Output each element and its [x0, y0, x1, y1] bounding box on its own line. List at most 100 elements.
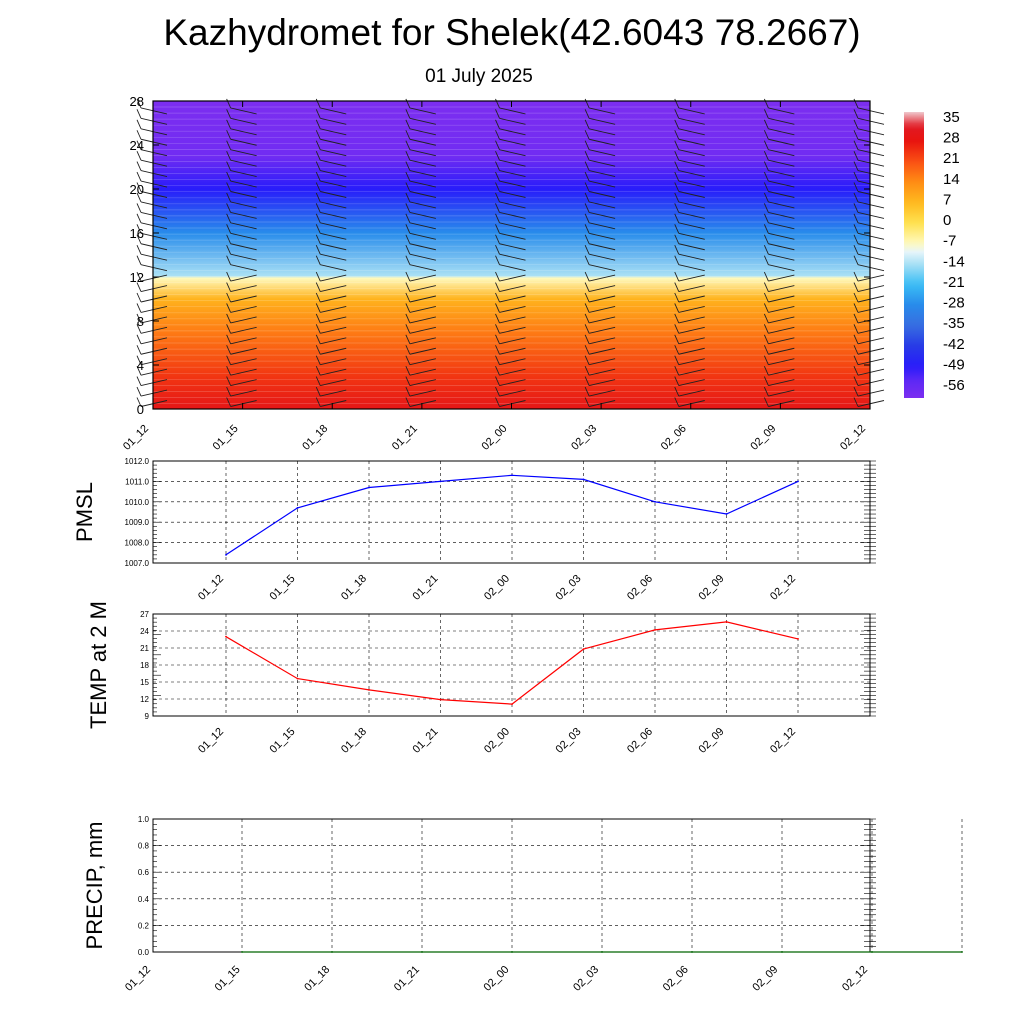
wind-barb	[768, 107, 795, 115]
wind-barb	[857, 326, 885, 334]
wind-barb-flag	[674, 171, 680, 182]
wind-barb-flag	[315, 345, 321, 355]
wind-barb-flag	[674, 161, 680, 171]
wind-barb	[589, 117, 616, 125]
wind-barb	[320, 222, 347, 230]
wind-barb-flag	[405, 182, 411, 192]
data-point	[691, 951, 693, 953]
wind-barb	[230, 211, 257, 219]
wind-barb	[499, 358, 526, 366]
wind-barb-flag	[226, 109, 232, 119]
wind-barb-flag	[315, 334, 321, 344]
y-tick-label: 0.8	[138, 842, 150, 851]
wind-barb-flag	[853, 365, 859, 376]
y-tick-label: 0.6	[138, 868, 150, 877]
wind-barb	[768, 191, 795, 198]
wind-barb-flag	[495, 203, 500, 213]
wind-barb-flag	[674, 334, 680, 344]
wind-barb-flag	[495, 234, 500, 244]
wind-barb-flag	[584, 255, 590, 265]
wind-barb	[140, 232, 168, 240]
data-point	[961, 951, 963, 953]
wind-barb-flag	[853, 150, 859, 161]
contour-line	[152, 287, 871, 290]
wind-barb	[678, 180, 705, 188]
wind-barb-flag	[226, 213, 232, 224]
wind-barb-flag	[495, 192, 500, 203]
wind-barb	[589, 316, 616, 324]
x-tick-label: 01_12	[196, 573, 226, 603]
wind-barb	[320, 264, 347, 272]
y-tick-label: 1009.0	[125, 518, 150, 527]
y-axis-label: PRECIP, mm	[82, 822, 107, 950]
wind-barb	[589, 159, 616, 167]
colorbar-label: -7	[943, 233, 956, 250]
wind-barb	[140, 358, 168, 366]
wind-barb-flag	[763, 182, 769, 192]
wind-barb	[589, 295, 616, 303]
wind-barb-flag	[853, 245, 859, 255]
contour-line	[152, 112, 871, 114]
wind-barb	[140, 211, 168, 219]
wind-barb-flag	[405, 313, 411, 324]
y-tick-label: 0.2	[138, 921, 150, 930]
wind-barb-flag	[763, 171, 769, 182]
data-point	[331, 951, 333, 953]
wind-barb	[230, 368, 257, 376]
x-tick-label: 02_03	[571, 964, 601, 994]
wind-barb-flag	[405, 130, 411, 140]
wind-barb-flag	[584, 192, 590, 203]
temp-panel: 9 12 15 18 21 24 27 01_12 01_15 01_18 01_21 02_00 02…	[86, 601, 876, 756]
wind-barb-flag	[853, 130, 859, 140]
wind-barb-flag	[315, 271, 321, 282]
wind-barb-flag	[584, 150, 590, 161]
wind-barb-flag	[495, 224, 500, 234]
wind-barb-flag	[584, 282, 590, 292]
wind-barb	[230, 274, 257, 282]
wind-barb-flag	[584, 397, 590, 407]
wind-barb-flag	[763, 161, 769, 171]
wind-barb	[409, 138, 436, 146]
y-tick-label: 1012.0	[125, 457, 150, 466]
wind-barb	[678, 138, 705, 146]
colorbar-label: -28	[943, 295, 965, 312]
wind-barb-flag	[495, 355, 500, 365]
wind-barb	[678, 222, 705, 230]
wind-barb	[409, 232, 436, 240]
wind-barb	[409, 191, 436, 198]
wind-barb	[409, 243, 436, 251]
wind-barb-flag	[674, 192, 680, 203]
y-tick-label: 0.4	[138, 895, 150, 904]
wind-barb	[857, 400, 885, 407]
wind-barb	[230, 264, 257, 272]
data-point	[421, 951, 423, 953]
wind-barb	[768, 128, 795, 136]
wind-barb	[409, 264, 436, 272]
wind-barb-flag	[853, 376, 859, 386]
wind-barb	[140, 201, 168, 209]
wind-barb	[768, 285, 795, 292]
wind-barb	[409, 337, 436, 345]
wind-barb	[589, 306, 616, 313]
wind-barb	[768, 306, 795, 313]
colorbar: 35 28 21 14 7 0 -7 -14 -21 -28 -35 -42 -49 -56	[904, 109, 965, 398]
wind-barb	[589, 347, 616, 355]
wind-barb	[857, 128, 885, 136]
wind-barb	[320, 295, 347, 303]
chart-subtitle: 01 July 2025	[425, 66, 533, 87]
wind-barb	[678, 368, 705, 376]
wind-barb	[589, 222, 616, 230]
wind-barb-flag	[226, 324, 232, 334]
wind-barb	[589, 400, 616, 407]
wind-barb-flag	[853, 213, 859, 224]
wind-barb	[320, 159, 347, 167]
wind-barb	[857, 201, 885, 209]
wind-barb	[140, 389, 168, 397]
wind-barb-flag	[136, 282, 142, 292]
wind-barb-flag	[763, 119, 769, 129]
y-tick-label: 20	[130, 182, 144, 197]
data-point	[368, 486, 370, 489]
wind-barb-flag	[315, 119, 321, 129]
wind-barb	[320, 170, 347, 178]
wind-barb	[230, 107, 257, 115]
